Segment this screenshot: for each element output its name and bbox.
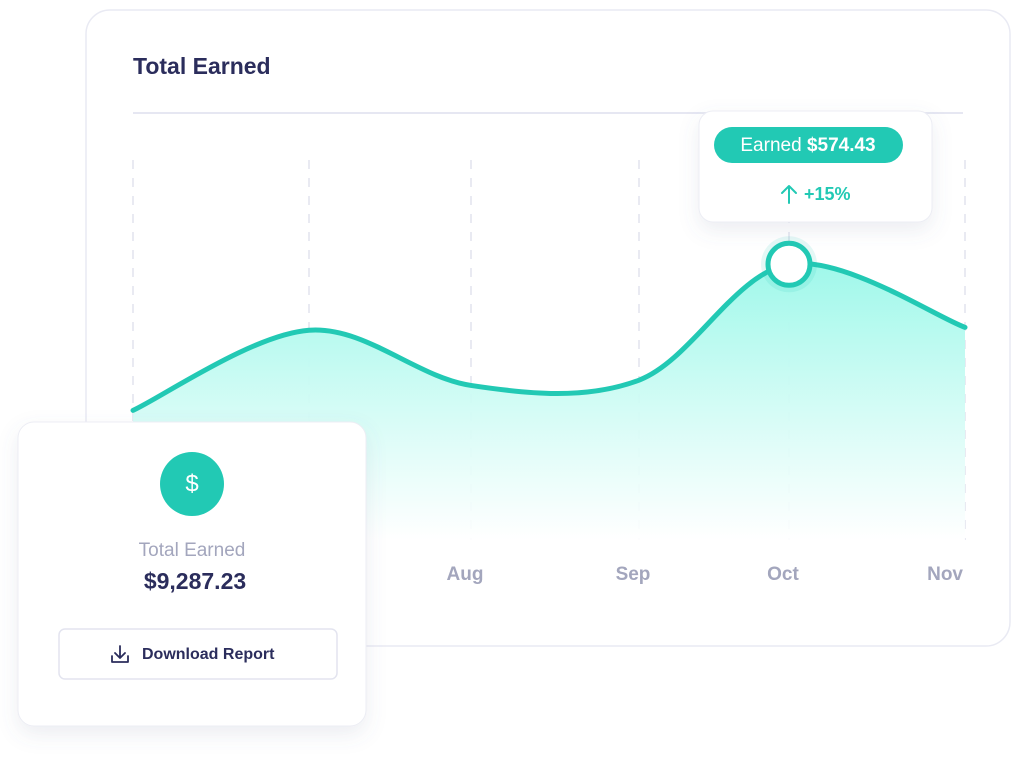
highlight-point bbox=[765, 240, 813, 288]
tooltip-label: Earned bbox=[740, 135, 801, 156]
dollar-icon-text: $ bbox=[185, 470, 198, 497]
line bbox=[130, 260, 968, 413]
summary-title: Total Earned bbox=[139, 540, 246, 561]
download-button-label[interactable]: Download Report bbox=[142, 646, 275, 663]
x-tick-label: Aug bbox=[447, 564, 484, 585]
download-button[interactable]: Download Report bbox=[58, 628, 338, 680]
x-tick-label: Oct bbox=[767, 564, 799, 585]
up-arrow-icon bbox=[781, 185, 797, 204]
tooltip-text: Earned $574.43 bbox=[740, 135, 875, 156]
summary-value: $9,287.23 bbox=[144, 568, 246, 594]
summary-card: $ Total Earned $9,287.23 Download Report bbox=[17, 421, 367, 727]
download-button-bg[interactable] bbox=[58, 628, 338, 680]
tooltip-change: +15% bbox=[804, 184, 851, 204]
tooltip: Earned $574.43 +15% bbox=[698, 110, 933, 223]
chart-title: Total Earned bbox=[133, 53, 271, 79]
dollar-icon bbox=[160, 452, 224, 516]
x-tick-label: Sep bbox=[616, 564, 651, 585]
tooltip-pill bbox=[714, 127, 903, 163]
x-tick-label: Nov bbox=[927, 564, 963, 585]
download-icon[interactable] bbox=[111, 645, 129, 663]
tooltip-value: $574.43 bbox=[807, 135, 876, 156]
